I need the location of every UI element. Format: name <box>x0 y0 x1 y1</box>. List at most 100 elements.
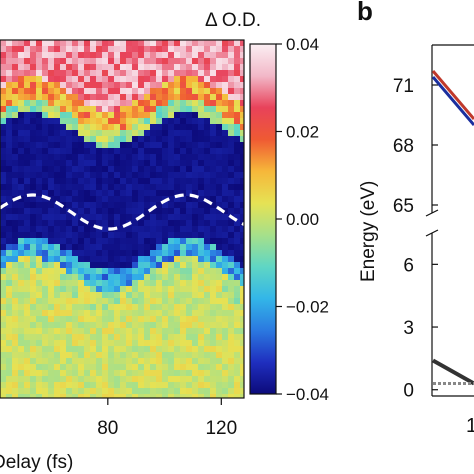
heatmap-cell <box>108 184 115 191</box>
heatmap-cell <box>180 286 187 293</box>
heatmap-cell <box>48 310 55 317</box>
heatmap-cell <box>0 136 7 143</box>
heatmap-cell <box>60 130 67 137</box>
heatmap-cell <box>192 394 199 398</box>
heatmap-cell <box>84 292 91 299</box>
heatmap-cell <box>102 94 109 101</box>
heatmap-cell <box>102 238 109 245</box>
heatmap-cell <box>72 340 79 347</box>
heatmap-cell <box>192 358 199 365</box>
heatmap-cell <box>240 340 244 347</box>
heatmap-cell <box>90 160 97 167</box>
heatmap-cell <box>156 88 163 95</box>
heatmap-cell <box>114 262 121 269</box>
heatmap-cell <box>36 40 43 47</box>
heatmap-cell <box>0 340 7 347</box>
heatmap-cell <box>60 232 67 239</box>
heatmap-cell <box>168 76 175 83</box>
heatmap-cell <box>120 292 127 299</box>
heatmap-cell <box>156 226 163 233</box>
heatmap-cell <box>42 130 49 137</box>
heatmap-cell <box>138 274 145 281</box>
heatmap-cell <box>120 226 127 233</box>
heatmap-cell <box>216 130 223 137</box>
heatmap-cell <box>120 250 127 257</box>
heatmap-cell <box>30 244 37 251</box>
heatmap-cell <box>48 340 55 347</box>
heatmap-cell <box>204 214 211 221</box>
heatmap-cell <box>132 226 139 233</box>
heatmap-cell <box>72 166 79 173</box>
heatmap-cell <box>150 202 157 209</box>
heatmap-cell <box>150 346 157 353</box>
heatmap-cell <box>180 310 187 317</box>
heatmap-cell <box>54 208 61 215</box>
heatmap-cell <box>210 88 217 95</box>
heatmap-cell <box>192 334 199 341</box>
heatmap-cell <box>108 106 115 113</box>
heatmap-cell <box>132 88 139 95</box>
heatmap-cell <box>72 124 79 131</box>
heatmap-cell <box>144 166 151 173</box>
heatmap-cell <box>108 160 115 167</box>
heatmap-cell <box>186 160 193 167</box>
heatmap-cell <box>102 208 109 215</box>
heatmap-cell <box>48 334 55 341</box>
heatmap-cell <box>108 64 115 71</box>
heatmap-cell <box>84 166 91 173</box>
heatmap-cell <box>102 394 109 398</box>
heatmap-cell <box>30 208 37 215</box>
heatmap-cell <box>216 46 223 53</box>
heatmap-cell <box>150 112 157 119</box>
axis-break-mark-upper <box>425 209 439 217</box>
heatmap-cell <box>156 376 163 383</box>
heatmap-cell <box>150 322 157 329</box>
heatmap-cell <box>12 166 19 173</box>
heatmap-cell <box>204 346 211 353</box>
heatmap-cell <box>108 298 115 305</box>
heatmap-cell <box>78 304 85 311</box>
heatmap-cell <box>198 322 205 329</box>
heatmap-cell <box>180 196 187 203</box>
heatmap-cell <box>24 82 31 89</box>
heatmap-cell <box>90 58 97 65</box>
heatmap-cell <box>210 76 217 83</box>
heatmap-cell <box>72 238 79 245</box>
heatmap-cell <box>168 208 175 215</box>
heatmap-cell <box>108 262 115 269</box>
heatmap-cell <box>240 382 244 389</box>
heatmap-cell <box>192 298 199 305</box>
heatmap-cell <box>180 226 187 233</box>
heatmap-cell <box>54 298 61 305</box>
heatmap-cell <box>162 46 169 53</box>
heatmap-cell <box>186 124 193 131</box>
heatmap-cell <box>228 226 235 233</box>
heatmap-cell <box>30 160 37 167</box>
heatmap-cell <box>114 154 121 161</box>
heatmap-cell <box>126 196 133 203</box>
heatmap-cell <box>198 190 205 197</box>
heatmap-cell <box>6 148 13 155</box>
heatmap-cell <box>210 280 217 287</box>
heatmap-cell <box>102 70 109 77</box>
heatmap-cell <box>0 52 7 59</box>
heatmap-cell <box>78 358 85 365</box>
heatmap-cell <box>216 94 223 101</box>
heatmap-cell <box>174 52 181 59</box>
heatmap-cell <box>156 352 163 359</box>
heatmap-cell <box>102 310 109 317</box>
heatmap-cell <box>108 124 115 131</box>
heatmap-cell <box>18 328 25 335</box>
heatmap-cell <box>204 334 211 341</box>
heatmap-cell <box>48 100 55 107</box>
heatmap-cell <box>18 322 25 329</box>
heatmap-cell <box>114 244 121 251</box>
heatmap-cell <box>138 118 145 125</box>
heatmap-cell <box>6 160 13 167</box>
heatmap-cell <box>12 382 19 389</box>
heatmap-cell <box>54 58 61 65</box>
heatmap-cell <box>186 70 193 77</box>
heatmap-cell <box>30 106 37 113</box>
heatmap-cell <box>90 334 97 341</box>
heatmap-cell <box>168 244 175 251</box>
